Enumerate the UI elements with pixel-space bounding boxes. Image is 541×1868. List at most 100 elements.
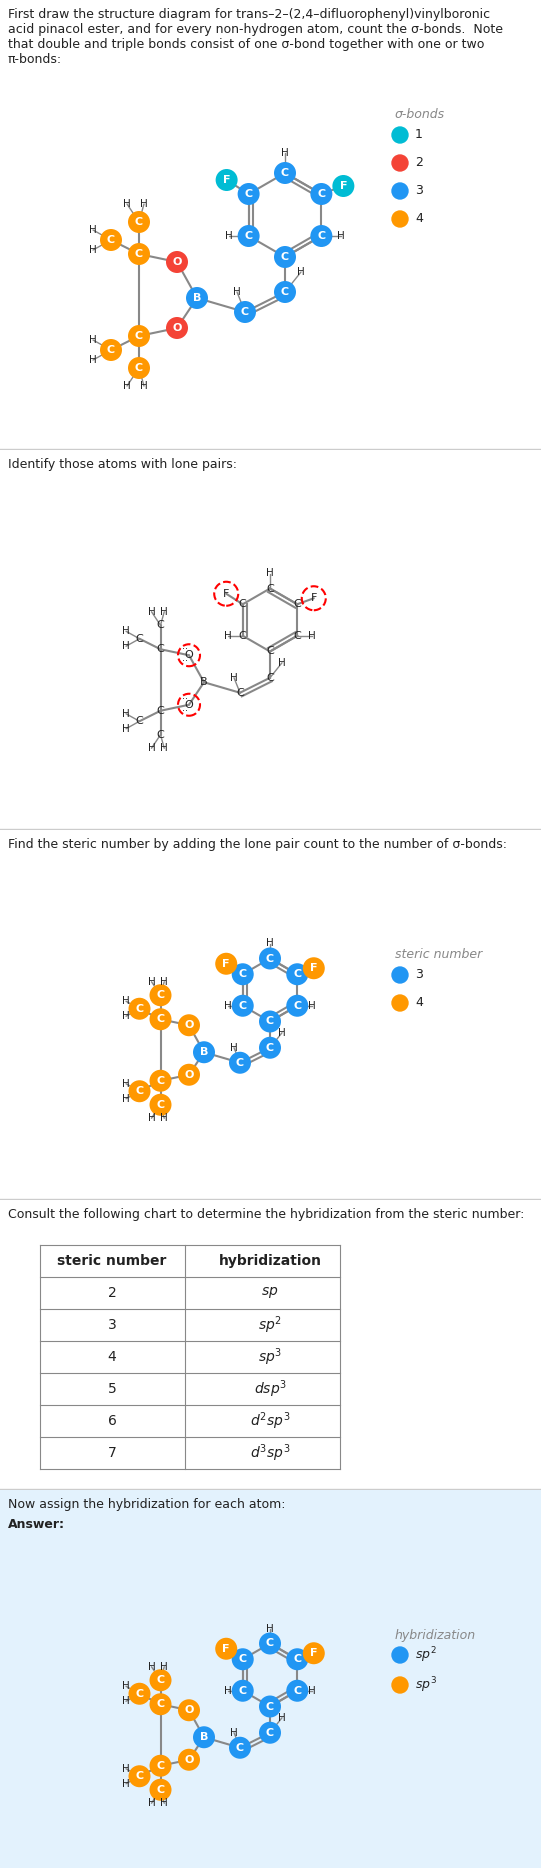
FancyBboxPatch shape: [0, 1491, 541, 1868]
Text: C: C: [135, 1087, 143, 1097]
Circle shape: [259, 1722, 281, 1743]
Circle shape: [286, 964, 308, 984]
Text: Consult the following chart to determine the hybridization from the steric numbe: Consult the following chart to determine…: [8, 1209, 524, 1222]
Text: 1: 1: [415, 129, 423, 142]
Text: 4: 4: [415, 213, 423, 226]
Circle shape: [100, 338, 122, 361]
Text: $sp^3$: $sp^3$: [415, 1676, 437, 1694]
Text: H: H: [148, 743, 155, 753]
Text: ··: ··: [182, 644, 188, 654]
Text: steric number: steric number: [395, 949, 482, 962]
Text: H: H: [140, 200, 148, 209]
Circle shape: [332, 176, 354, 196]
Circle shape: [232, 1679, 254, 1702]
Text: C: C: [293, 631, 301, 641]
Text: 2: 2: [415, 157, 423, 170]
Circle shape: [286, 1648, 308, 1670]
Text: H: H: [122, 1681, 130, 1691]
Text: H: H: [89, 224, 97, 235]
Text: H: H: [278, 658, 286, 667]
Text: H: H: [148, 1113, 155, 1123]
Circle shape: [186, 288, 208, 308]
Circle shape: [392, 155, 408, 172]
Text: F: F: [222, 958, 230, 969]
Circle shape: [303, 1642, 325, 1664]
Text: C: C: [239, 1001, 247, 1011]
Text: C: C: [136, 633, 143, 644]
Text: H: H: [266, 1623, 274, 1633]
Text: C: C: [266, 1702, 274, 1711]
Text: C: C: [156, 990, 164, 999]
Text: H: H: [230, 1042, 238, 1054]
Text: B: B: [193, 293, 201, 303]
Circle shape: [149, 1670, 171, 1691]
Text: 7: 7: [108, 1446, 116, 1461]
Text: steric number: steric number: [57, 1253, 167, 1268]
Text: Answer:: Answer:: [8, 1519, 65, 1532]
Circle shape: [128, 357, 150, 379]
Text: C: C: [156, 1100, 164, 1110]
Text: O: O: [184, 700, 193, 710]
Text: hybridization: hybridization: [395, 1629, 476, 1642]
Text: C: C: [266, 583, 274, 594]
Text: C: C: [136, 715, 143, 727]
Text: C: C: [239, 600, 247, 609]
Text: H: H: [122, 1011, 130, 1022]
Circle shape: [232, 996, 254, 1016]
Circle shape: [259, 947, 281, 969]
Text: Find the steric number by adding the lone pair count to the number of σ-bonds:: Find the steric number by adding the lon…: [8, 839, 507, 852]
Text: 6: 6: [108, 1414, 116, 1427]
Text: C: C: [293, 1001, 301, 1011]
Circle shape: [232, 964, 254, 984]
Text: H: H: [266, 938, 274, 949]
Text: C: C: [245, 189, 253, 200]
Circle shape: [149, 1692, 171, 1715]
Text: H: H: [122, 708, 130, 719]
Text: C: C: [239, 631, 247, 641]
Text: ··: ··: [182, 706, 188, 715]
Circle shape: [259, 1696, 281, 1717]
Circle shape: [259, 1037, 281, 1059]
Text: C: C: [156, 1762, 164, 1771]
Circle shape: [237, 224, 260, 247]
Text: H: H: [122, 1095, 130, 1104]
Text: H: H: [308, 1685, 316, 1696]
Circle shape: [166, 250, 188, 273]
Circle shape: [274, 247, 296, 267]
Text: H: H: [89, 355, 97, 364]
Text: O: O: [184, 650, 193, 659]
Circle shape: [193, 1726, 215, 1748]
Circle shape: [166, 318, 188, 338]
Circle shape: [129, 998, 150, 1020]
Text: C: C: [157, 730, 164, 740]
Text: F: F: [310, 964, 318, 973]
Text: hybridization: hybridization: [219, 1253, 321, 1268]
Text: H: H: [123, 381, 131, 390]
Circle shape: [129, 1683, 150, 1705]
Text: O: O: [184, 1020, 194, 1031]
Circle shape: [129, 1080, 150, 1102]
Circle shape: [149, 1095, 171, 1115]
Text: H: H: [160, 1113, 168, 1123]
Text: H: H: [122, 1078, 130, 1089]
Text: H: H: [160, 977, 168, 986]
Text: O: O: [184, 1705, 194, 1715]
Text: H: H: [224, 1685, 232, 1696]
Text: H: H: [89, 334, 97, 346]
Text: $sp^2$: $sp^2$: [415, 1646, 437, 1664]
Text: C: C: [239, 1685, 247, 1696]
Text: C: C: [245, 232, 253, 241]
Text: C: C: [266, 1638, 274, 1648]
Circle shape: [178, 1063, 200, 1085]
Circle shape: [286, 996, 308, 1016]
Text: C: C: [135, 217, 143, 228]
Circle shape: [286, 1679, 308, 1702]
Circle shape: [128, 243, 150, 265]
Text: $\mathit{sp}^2$: $\mathit{sp}^2$: [258, 1315, 282, 1336]
Text: H: H: [278, 1027, 286, 1039]
Circle shape: [392, 183, 408, 200]
Text: 3: 3: [108, 1319, 116, 1332]
Circle shape: [149, 1070, 171, 1091]
Text: H: H: [308, 1001, 316, 1011]
Text: H: H: [122, 626, 130, 637]
